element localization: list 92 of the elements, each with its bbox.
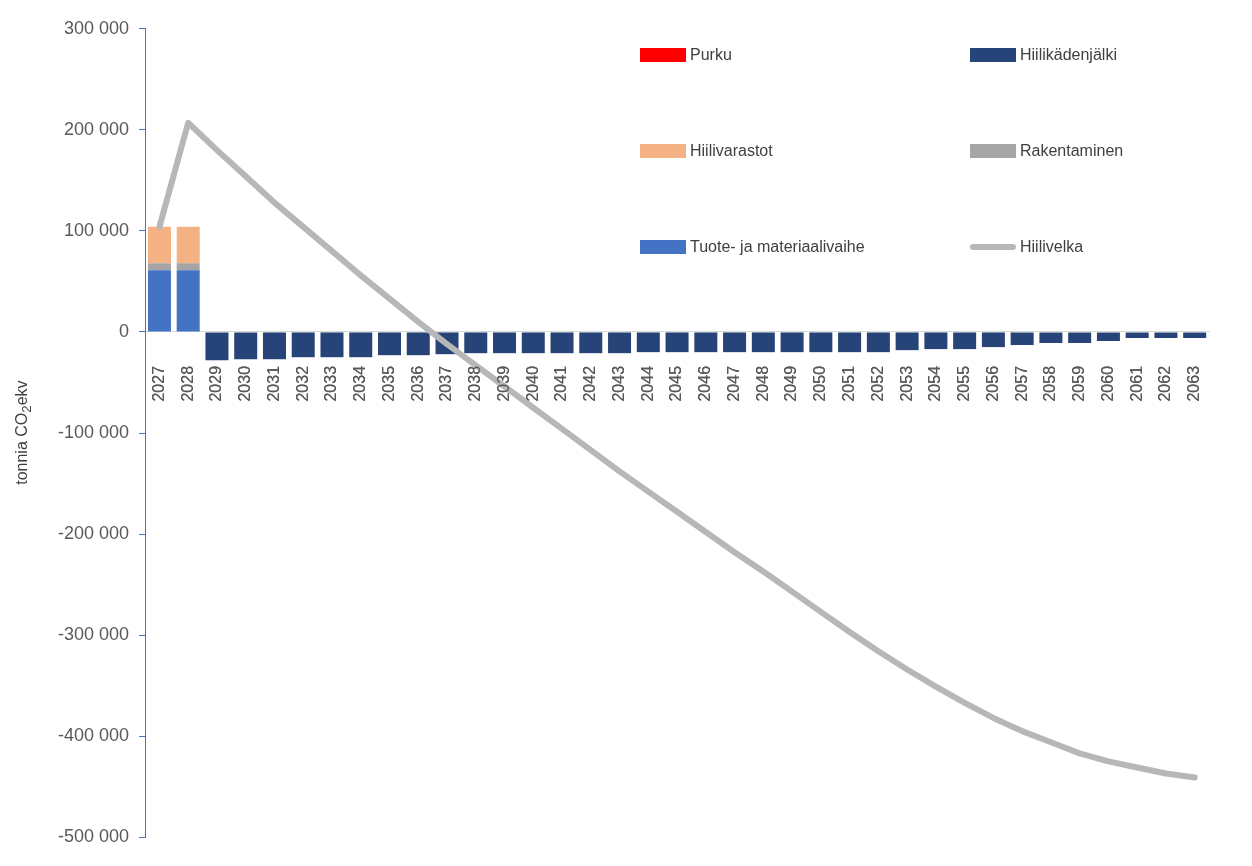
x-tick-label: 2037	[437, 365, 455, 402]
legend-label: Hiilikädenjälki	[1020, 46, 1117, 64]
x-tick-label: 2033	[322, 365, 340, 402]
bar	[895, 332, 919, 351]
bar	[608, 332, 632, 354]
bar	[1068, 332, 1092, 344]
y-tick-label: 300 000	[63, 17, 130, 38]
x-tick-label: 2028	[178, 365, 196, 402]
x-tick-label: 2036	[408, 365, 426, 402]
bar	[1096, 332, 1120, 342]
bar	[262, 332, 286, 360]
bar	[636, 332, 660, 353]
bar	[320, 332, 344, 358]
bar	[665, 332, 689, 353]
x-tick-label: 2053	[897, 365, 915, 402]
x-tick-label: 2047	[724, 365, 742, 402]
x-tick-label: 2059	[1070, 365, 1088, 402]
bar	[981, 332, 1005, 348]
bar	[579, 332, 603, 354]
x-tick-label: 2040	[523, 365, 541, 402]
bar	[349, 332, 373, 358]
legend-label: Hiilivarastot	[690, 142, 773, 160]
x-tick-label: 2032	[293, 365, 311, 402]
bar	[1039, 332, 1063, 344]
bar	[953, 332, 977, 350]
bar	[1154, 332, 1178, 339]
x-tick-label: 2049	[782, 365, 800, 402]
x-tick-label: 2035	[379, 365, 397, 402]
bar	[176, 226, 200, 264]
bar	[147, 270, 171, 332]
x-tick-label: 2054	[926, 365, 944, 402]
bar	[493, 332, 517, 354]
x-tick-label: 2043	[609, 365, 627, 402]
y-tick-label: 100 000	[63, 219, 130, 240]
bar	[838, 332, 862, 353]
x-tick-label: 2038	[466, 365, 484, 402]
bar	[924, 332, 948, 350]
legend-label: Rakentaminen	[1020, 142, 1124, 160]
y-tick-label: -100 000	[58, 421, 130, 442]
legend-label: Tuote- ja materiaalivaihe	[690, 238, 865, 256]
y-tick-label: -500 000	[58, 826, 130, 847]
x-tick-label: 2055	[955, 365, 973, 402]
legend-label: Purku	[690, 46, 732, 64]
x-tick-label: 2061	[1127, 365, 1145, 402]
x-tick-label: 2050	[811, 365, 829, 402]
x-tick-label: 2027	[149, 365, 167, 402]
x-tick-label: 2039	[494, 365, 512, 402]
x-tick-label: 2057	[1012, 365, 1030, 402]
bar	[521, 332, 545, 354]
x-tick-label: 2044	[638, 365, 656, 402]
x-tick-label: 2051	[840, 365, 858, 402]
bar	[147, 263, 171, 271]
x-tick-label: 2048	[753, 365, 771, 402]
x-tick-label: 2029	[207, 365, 225, 402]
x-tick-label: 2063	[1185, 365, 1203, 402]
x-tick-label: 2058	[1041, 365, 1059, 402]
bar	[751, 332, 775, 353]
bar	[1183, 332, 1207, 339]
x-tick-label: 2045	[667, 365, 685, 402]
bar	[1125, 332, 1149, 339]
x-tick-label: 2052	[868, 365, 886, 402]
y-tick-label: -200 000	[58, 523, 130, 544]
y-tick-label: 0	[119, 320, 130, 341]
x-tick-label: 2031	[264, 365, 282, 402]
x-tick-label: 2042	[581, 365, 599, 402]
bar	[176, 263, 200, 271]
bar	[694, 332, 718, 353]
bar	[550, 332, 574, 354]
bar	[291, 332, 315, 358]
y-tick-label: 200 000	[63, 118, 130, 139]
bar	[723, 332, 747, 353]
bar	[147, 226, 171, 264]
bar	[780, 332, 804, 353]
x-tick-label: 2056	[983, 365, 1001, 402]
x-tick-label: 2062	[1156, 365, 1174, 402]
bar	[866, 332, 890, 353]
y-tick-label: -300 000	[58, 624, 130, 645]
y-tick-label: -400 000	[58, 725, 130, 746]
x-tick-label: 2060	[1098, 365, 1116, 402]
bar	[406, 332, 430, 356]
x-tick-label: 2041	[552, 365, 570, 402]
x-tick-label: 2046	[696, 365, 714, 402]
bar	[234, 332, 258, 360]
bar	[464, 332, 488, 354]
bar	[809, 332, 833, 353]
bar	[1010, 332, 1034, 346]
bar	[377, 332, 401, 356]
x-tick-label: 2030	[236, 365, 254, 402]
x-tick-label: 2034	[351, 365, 369, 402]
legend-label: Hiilivelka	[1020, 238, 1084, 256]
bar	[176, 270, 200, 332]
bar	[205, 332, 229, 361]
